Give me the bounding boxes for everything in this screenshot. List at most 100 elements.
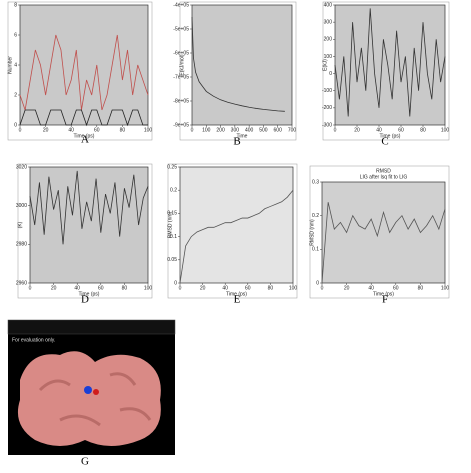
data-line — [179, 189, 294, 284]
x-tick-label: 40 — [222, 285, 228, 291]
x-tick-label: 60 — [398, 127, 404, 133]
x-tick-label: 100 — [441, 127, 450, 133]
plot-area — [179, 166, 294, 284]
y-tick-label: -200 — [322, 105, 332, 111]
x-tick-label: 0 — [29, 285, 32, 291]
panel-label: D — [81, 294, 89, 306]
y-tick-label: -6e+05 — [173, 50, 189, 56]
x-tick-label: 20 — [354, 127, 360, 133]
x-tick-label: 20 — [344, 285, 350, 291]
x-tick-label: 0 — [191, 127, 194, 133]
y-tick-label: -4e+05 — [173, 2, 189, 8]
y-tick-label: 0 — [174, 280, 177, 286]
panel-label: E — [234, 294, 241, 306]
panel-label: G — [81, 456, 89, 468]
x-tick-label: 500 — [259, 127, 268, 133]
x-axis-label: Time (ps) — [74, 133, 95, 139]
x-tick-label: 100 — [441, 285, 450, 291]
x-tick-label: 100 — [202, 127, 211, 133]
x-tick-label: 40 — [68, 127, 74, 133]
y-tick-label: 0.1 — [170, 234, 177, 240]
chart-subtitle: LIG after lsq fit to LIG — [360, 174, 408, 180]
x-axis-label: Time — [237, 133, 248, 139]
protein-surface — [17, 351, 161, 446]
panel-label: B — [233, 136, 240, 148]
x-tick-label: 40 — [74, 285, 80, 291]
x-tick-label: 0 — [19, 127, 22, 133]
y-tick-label: 3020 — [16, 164, 27, 170]
y-tick-label: -9e+05 — [173, 122, 189, 128]
y-axis-label: RMSD (nm) — [167, 211, 173, 238]
x-tick-label: 700 — [288, 127, 297, 133]
x-tick-label: 60 — [94, 127, 100, 133]
x-tick-label: 40 — [368, 285, 374, 291]
data-line — [19, 34, 149, 111]
y-tick-label: 0 — [316, 280, 319, 286]
data-line — [191, 16, 285, 112]
x-axis-label: Time (ps) — [79, 291, 100, 297]
y-tick-label: 300 — [324, 19, 333, 25]
x-tick-label: 80 — [120, 127, 126, 133]
y-tick-label: 0.1 — [312, 247, 319, 253]
data-line — [19, 109, 148, 127]
y-tick-label: 6 — [14, 32, 17, 38]
panel-g-image — [7, 319, 176, 455]
y-tick-label: 0.05 — [167, 257, 177, 263]
image-note: For evaluation only. — [12, 337, 55, 343]
x-tick-label: 60 — [245, 285, 251, 291]
x-axis-label: Time (ps) — [373, 291, 394, 297]
y-tick-label: 2960 — [16, 280, 27, 286]
y-tick-label: 0 — [14, 122, 17, 128]
y-tick-label: 100 — [324, 54, 333, 60]
plot-area — [321, 181, 446, 284]
y-tick-label: -100 — [322, 88, 332, 94]
x-tick-label: 300 — [231, 127, 240, 133]
x-tick-label: 80 — [122, 285, 128, 291]
panel-label: C — [381, 136, 388, 148]
plot-area — [29, 166, 149, 284]
plot-area — [191, 4, 293, 126]
y-tick-label: 0.15 — [167, 211, 177, 217]
x-tick-label: 0 — [179, 285, 182, 291]
x-tick-label: 200 — [216, 127, 225, 133]
x-axis-label: Time (ps) — [380, 133, 401, 139]
y-axis-label: E(kJ) — [322, 59, 328, 71]
x-tick-label: 80 — [418, 285, 424, 291]
data-line — [321, 202, 446, 284]
chart-title: RMSD — [376, 168, 391, 174]
x-tick-label: 0 — [334, 127, 337, 133]
y-tick-label: -300 — [322, 122, 332, 128]
x-tick-label: 60 — [98, 285, 104, 291]
y-axis-label: E(kJ/mol) — [179, 54, 185, 75]
y-tick-label: -7e+05 — [173, 74, 189, 80]
data-line — [334, 8, 446, 117]
y-tick-label: 3000 — [16, 203, 27, 209]
x-tick-label: 100 — [144, 127, 153, 133]
x-tick-label: 600 — [274, 127, 283, 133]
y-tick-label: -5e+05 — [173, 26, 189, 32]
plot-area — [19, 4, 149, 126]
y-axis-label: RMSD (nm) — [309, 219, 315, 246]
y-tick-label: 400 — [324, 2, 333, 8]
x-tick-label: 0 — [321, 285, 324, 291]
x-tick-label: 100 — [144, 285, 153, 291]
y-tick-label: 0.2 — [170, 188, 177, 194]
x-tick-label: 60 — [393, 285, 399, 291]
surface-shading — [38, 372, 152, 427]
x-tick-label: 40 — [376, 127, 382, 133]
y-tick-label: 2 — [14, 92, 17, 98]
panel-label: F — [382, 294, 388, 306]
y-axis-label: (K) — [17, 221, 23, 228]
plot-area — [334, 4, 446, 126]
x-tick-label: 80 — [420, 127, 426, 133]
y-tick-label: 0.25 — [167, 164, 177, 170]
y-tick-label: 4 — [14, 62, 17, 68]
x-tick-label: 100 — [289, 285, 298, 291]
data-line — [29, 170, 149, 245]
x-tick-label: 20 — [200, 285, 206, 291]
x-tick-label: 400 — [245, 127, 254, 133]
ligand-blue — [84, 386, 92, 394]
x-axis-label: Time (ps) — [226, 291, 247, 297]
x-tick-label: 20 — [51, 285, 57, 291]
